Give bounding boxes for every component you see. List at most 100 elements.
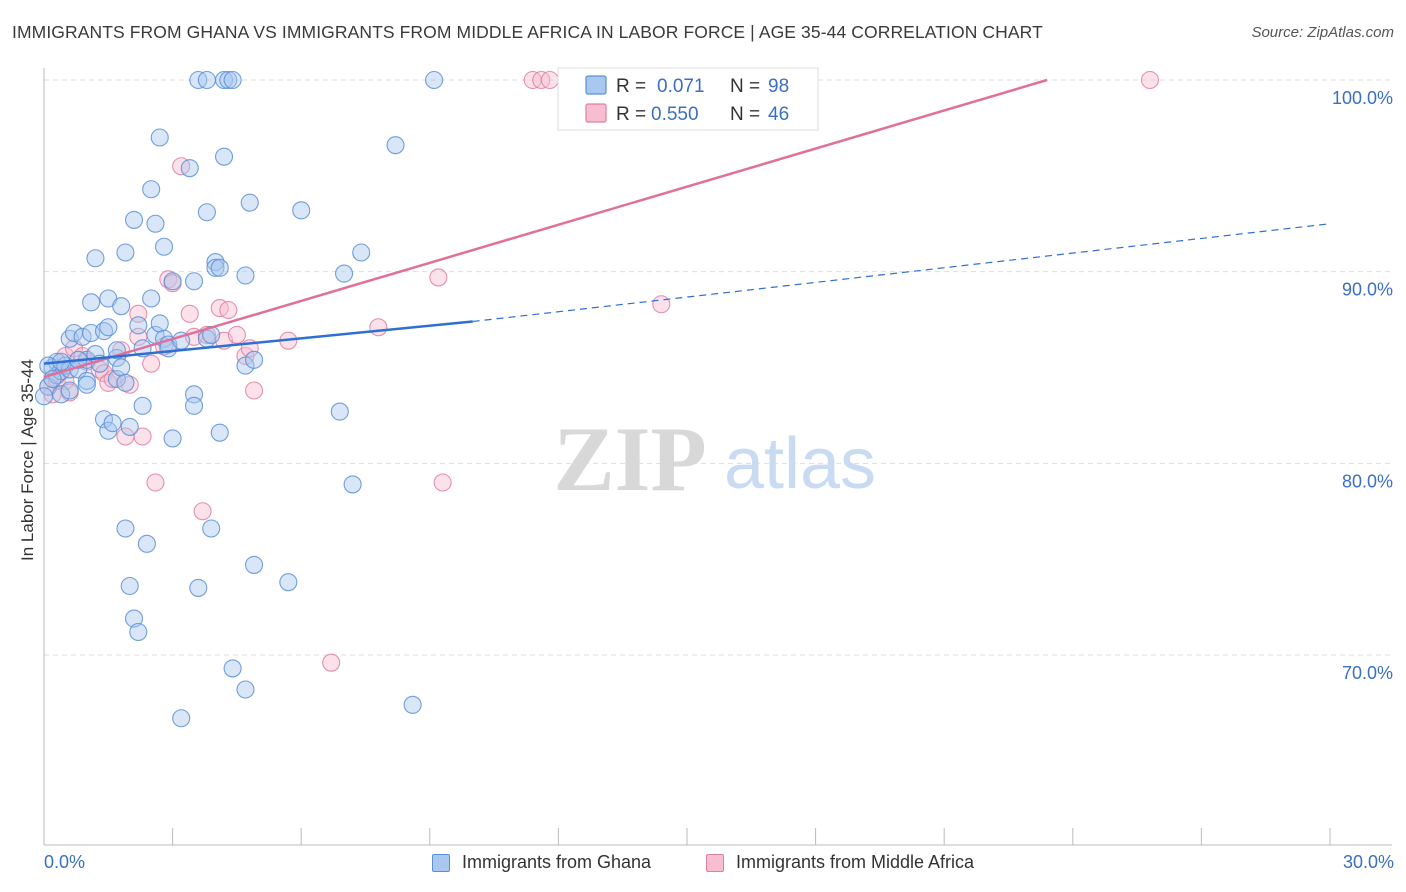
ghana-point [236,680,255,699]
bottom-legend-ghana: Immigrants from Ghana [432,852,651,873]
middle-africa-point [142,354,161,373]
legend-r-value-ghana: 0.071 [657,76,705,97]
bottom-legend-swatch-middle-africa [706,853,724,872]
ghana-point [240,193,259,212]
ghana-point [120,417,139,436]
ghana-point [202,519,221,538]
watermark-zip: ZIP [553,408,706,510]
ghana-point [124,609,144,628]
chart-title: IMMIGRANTS FROM GHANA VS IMMIGRANTS FROM… [12,22,1043,42]
ghana-point [94,410,114,429]
series-middle-africa-points [39,70,1160,672]
ghana-point [116,519,135,538]
ghana-point [180,159,199,178]
middle-africa-point [1140,70,1160,90]
ghana-point [142,289,161,308]
ghana-point [163,429,182,448]
ghana-point [197,70,216,90]
bottom-legend: Immigrants from Ghana Immigrants from Mi… [0,852,1406,876]
ghana-point [206,258,225,277]
watermark-atlas: atlas [724,424,876,504]
chart-source: Source: ZipAtlas.com [1251,24,1394,41]
legend-r-label-ghana: R = [616,76,646,97]
ghana-point [103,414,122,433]
ghana-point [244,350,264,369]
middle-africa-point [180,304,199,323]
trend-lines [43,78,1331,379]
ghana-point [223,70,242,90]
trend-line-middle-africa [43,78,1048,379]
ghana-point [386,136,405,155]
ghana-point [60,381,79,400]
ghana-point [184,396,204,415]
y-tick-labels: 70.0% 80.0% 90.0% 100.0% [1332,88,1393,683]
ghana-point [142,180,161,199]
ghana-point [210,423,229,442]
ghana-point [154,237,174,256]
middle-africa-point [146,473,165,492]
trend-line-ghana-extrapolated [472,223,1331,323]
legend-n-label-ghana: N = [730,76,760,97]
ghana-point [335,264,354,283]
legend-r-value-middle-africa: 0.550 [651,104,699,125]
middle-africa-point [429,268,448,287]
ghana-point [189,578,208,597]
ghana-point [244,555,264,574]
ghana-point [279,573,298,592]
middle-africa-point [244,381,264,400]
ghana-point [107,369,126,389]
ghana-point [352,243,371,262]
y-tick-label-90: 90.0% [1342,280,1393,300]
ghana-point [197,203,216,222]
ghana-point [425,70,444,90]
ghana-point [99,318,118,337]
ghana-point [82,293,101,312]
ghana-point [116,373,135,392]
y-tick-label-70: 70.0% [1342,663,1393,683]
axes [43,68,1392,846]
middle-africa-point [219,300,238,320]
y-tick-label-80: 80.0% [1342,471,1393,491]
ghana-point [210,258,229,277]
legend-n-value-ghana: 98 [768,76,789,97]
ghana-point [343,475,362,494]
ghana-point [77,375,96,394]
middle-africa-point [322,653,341,672]
ghana-point [223,659,242,678]
trend-line-ghana [43,320,473,365]
ghana-point [163,272,182,291]
bottom-legend-label-ghana: Immigrants from Ghana [462,852,652,872]
ghana-point [129,622,148,642]
ghana-point [150,314,169,333]
ghana-point [184,272,204,291]
ghana-point [133,396,152,415]
ghana-point [34,387,54,406]
ghana-point [146,214,165,233]
x-tick-label-min: 0.0% [44,852,86,872]
ghana-point [292,201,311,220]
ghana-point [112,297,131,316]
ghana-point [129,316,148,335]
legend-swatch-ghana [585,75,607,95]
ghana-point [120,576,139,596]
x-tick-label-max: 30.0% [1342,852,1394,872]
ghana-point [172,709,191,728]
ghana-point [214,147,234,166]
ghana-point [150,128,169,147]
bottom-legend-middle-africa: Immigrants from Middle Africa [706,852,974,873]
ghana-point [403,695,422,714]
legend-r-label-middle-africa: R = [616,104,646,125]
ghana-point [86,249,105,268]
bottom-legend-label-middle-africa: Immigrants from Middle Africa [736,852,975,872]
watermark: ZIP atlas [553,408,876,510]
ghana-point [116,243,135,262]
middle-africa-point [193,502,212,521]
ghana-point [124,210,144,229]
middle-africa-point [227,325,246,344]
ghana-point [219,70,238,90]
middle-africa-point [433,473,452,492]
ghana-point [137,534,156,553]
series-ghana-points [34,70,444,728]
y-axis-label: In Labor Force | Age 35-44 [18,359,37,561]
